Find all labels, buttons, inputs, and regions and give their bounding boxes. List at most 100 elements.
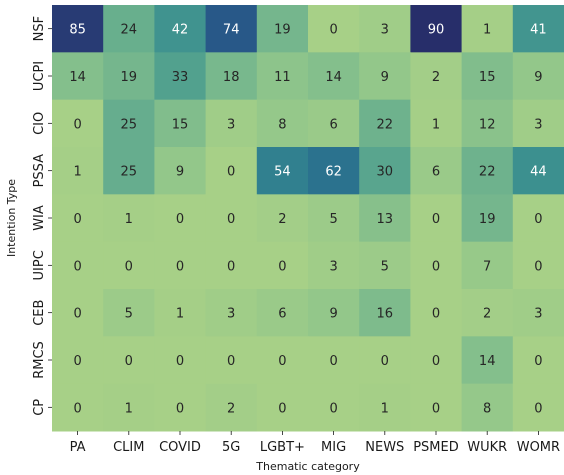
cell-value-label: 0 bbox=[432, 354, 440, 369]
heatmap-cell bbox=[308, 383, 360, 432]
heatmap-cell bbox=[308, 289, 360, 337]
cell-value-label: 8 bbox=[278, 117, 286, 132]
heatmap-cell bbox=[359, 194, 411, 243]
heatmap-cell bbox=[154, 194, 207, 243]
cell-value-label: 3 bbox=[534, 117, 542, 132]
x-tick-label: NEWS bbox=[365, 440, 404, 455]
cell-value-label: 85 bbox=[69, 23, 86, 38]
heatmap-cell bbox=[52, 52, 104, 101]
cell-value-label: 5 bbox=[125, 307, 133, 322]
heatmap-cell bbox=[308, 5, 360, 53]
cell-value-label: 24 bbox=[121, 23, 138, 38]
cell-value-label: 54 bbox=[274, 165, 291, 180]
heatmap-cell bbox=[103, 194, 155, 243]
cell-value-label: 8 bbox=[483, 401, 491, 416]
cell-value-label: 41 bbox=[530, 23, 547, 38]
cell-value-label: 1 bbox=[176, 307, 184, 322]
heatmap-cell bbox=[205, 99, 258, 148]
cell-value-label: 3 bbox=[534, 307, 542, 322]
cell-value-label: 9 bbox=[329, 307, 337, 322]
heatmap-cell bbox=[410, 383, 463, 432]
heatmap-cell bbox=[205, 5, 258, 53]
heatmap-cell bbox=[410, 194, 463, 243]
heatmap-cell bbox=[461, 336, 514, 385]
y-tick-label: UIPC bbox=[32, 250, 47, 280]
heatmap-cell bbox=[461, 52, 514, 101]
heatmap-cell bbox=[52, 194, 104, 243]
heatmap-cell bbox=[512, 147, 564, 195]
cell-value-label: 0 bbox=[227, 354, 235, 369]
cell-value-label: 62 bbox=[325, 165, 342, 180]
heatmap-cell bbox=[359, 99, 411, 148]
cell-value-label: 1 bbox=[381, 401, 389, 416]
x-tick-label: WOMR bbox=[517, 440, 560, 455]
cell-value-label: 0 bbox=[176, 212, 184, 227]
y-axis-ticks: NSF UCPI CIO PSSA WIA UIPC CEB RMCS CP bbox=[32, 16, 52, 416]
cell-value-label: 0 bbox=[73, 401, 81, 416]
heatmap-cell bbox=[103, 99, 155, 148]
heatmap-cell bbox=[154, 383, 207, 432]
x-tick-label: PSMED bbox=[413, 440, 459, 455]
cell-value-label: 0 bbox=[432, 212, 440, 227]
heatmap-cell bbox=[359, 383, 411, 432]
cell-value-label: 1 bbox=[483, 23, 491, 38]
cell-value-label: 25 bbox=[121, 117, 138, 132]
heatmap-cell bbox=[154, 289, 207, 337]
heatmap-cell bbox=[205, 52, 258, 101]
cell-value-label: 19 bbox=[479, 212, 496, 227]
heatmap-cell bbox=[359, 289, 411, 337]
heatmap-cell bbox=[205, 336, 258, 385]
cell-value-label: 9 bbox=[176, 165, 184, 180]
heatmap-cell bbox=[512, 52, 564, 101]
cell-value-label: 0 bbox=[73, 354, 81, 369]
cell-value-label: 33 bbox=[172, 70, 189, 85]
heatmap-cell bbox=[205, 289, 258, 337]
heatmap-cell bbox=[461, 5, 514, 53]
cell-value-label: 5 bbox=[381, 259, 389, 274]
cell-value-label: 12 bbox=[479, 117, 496, 132]
heatmap-cell bbox=[410, 5, 463, 53]
cell-value-label: 0 bbox=[227, 259, 235, 274]
cell-value-label: 0 bbox=[432, 259, 440, 274]
heatmap-cell bbox=[52, 336, 104, 385]
heatmap-cell bbox=[461, 383, 514, 432]
cell-value-label: 0 bbox=[176, 401, 184, 416]
cell-value-label: 0 bbox=[534, 401, 542, 416]
cell-value-label: 0 bbox=[432, 401, 440, 416]
y-axis-label: Intention Type bbox=[5, 179, 18, 257]
cell-value-label: 1 bbox=[432, 117, 440, 132]
x-tick-label: PA bbox=[70, 440, 86, 455]
heatmap-cell bbox=[103, 289, 155, 337]
cell-value-label: 0 bbox=[227, 212, 235, 227]
cell-value-label: 0 bbox=[227, 165, 235, 180]
cell-value-label: 3 bbox=[329, 259, 337, 274]
heatmap-cell bbox=[410, 241, 463, 290]
heatmap-cell bbox=[154, 52, 207, 101]
cell-value-label: 0 bbox=[329, 354, 337, 369]
cell-value-label: 0 bbox=[534, 354, 542, 369]
cell-value-label: 44 bbox=[530, 165, 547, 180]
heatmap-cell bbox=[308, 241, 360, 290]
cell-value-label: 0 bbox=[125, 259, 133, 274]
x-tick-label: WUKR bbox=[467, 440, 507, 455]
cell-value-label: 90 bbox=[428, 23, 445, 38]
y-tick-label: CIO bbox=[32, 112, 47, 135]
cell-value-label: 0 bbox=[278, 259, 286, 274]
heatmap-cell bbox=[359, 336, 411, 385]
cell-value-label: 19 bbox=[274, 23, 291, 38]
heatmap-cell bbox=[52, 5, 104, 53]
heatmap-cell bbox=[359, 52, 411, 101]
heatmap-cell bbox=[103, 383, 155, 432]
heatmap-cell bbox=[256, 52, 309, 101]
cell-value-label: 0 bbox=[176, 354, 184, 369]
cell-value-label: 0 bbox=[125, 354, 133, 369]
cell-value-label: 9 bbox=[381, 70, 389, 85]
heatmap-cell bbox=[410, 289, 463, 337]
cell-value-label: 0 bbox=[73, 307, 81, 322]
cell-value-label: 0 bbox=[73, 212, 81, 227]
heatmap-cell bbox=[512, 194, 564, 243]
heatmap-cell bbox=[205, 241, 258, 290]
cell-value-label: 13 bbox=[377, 212, 394, 227]
x-tick-label: MIG bbox=[321, 440, 346, 455]
cell-value-label: 16 bbox=[377, 307, 394, 322]
